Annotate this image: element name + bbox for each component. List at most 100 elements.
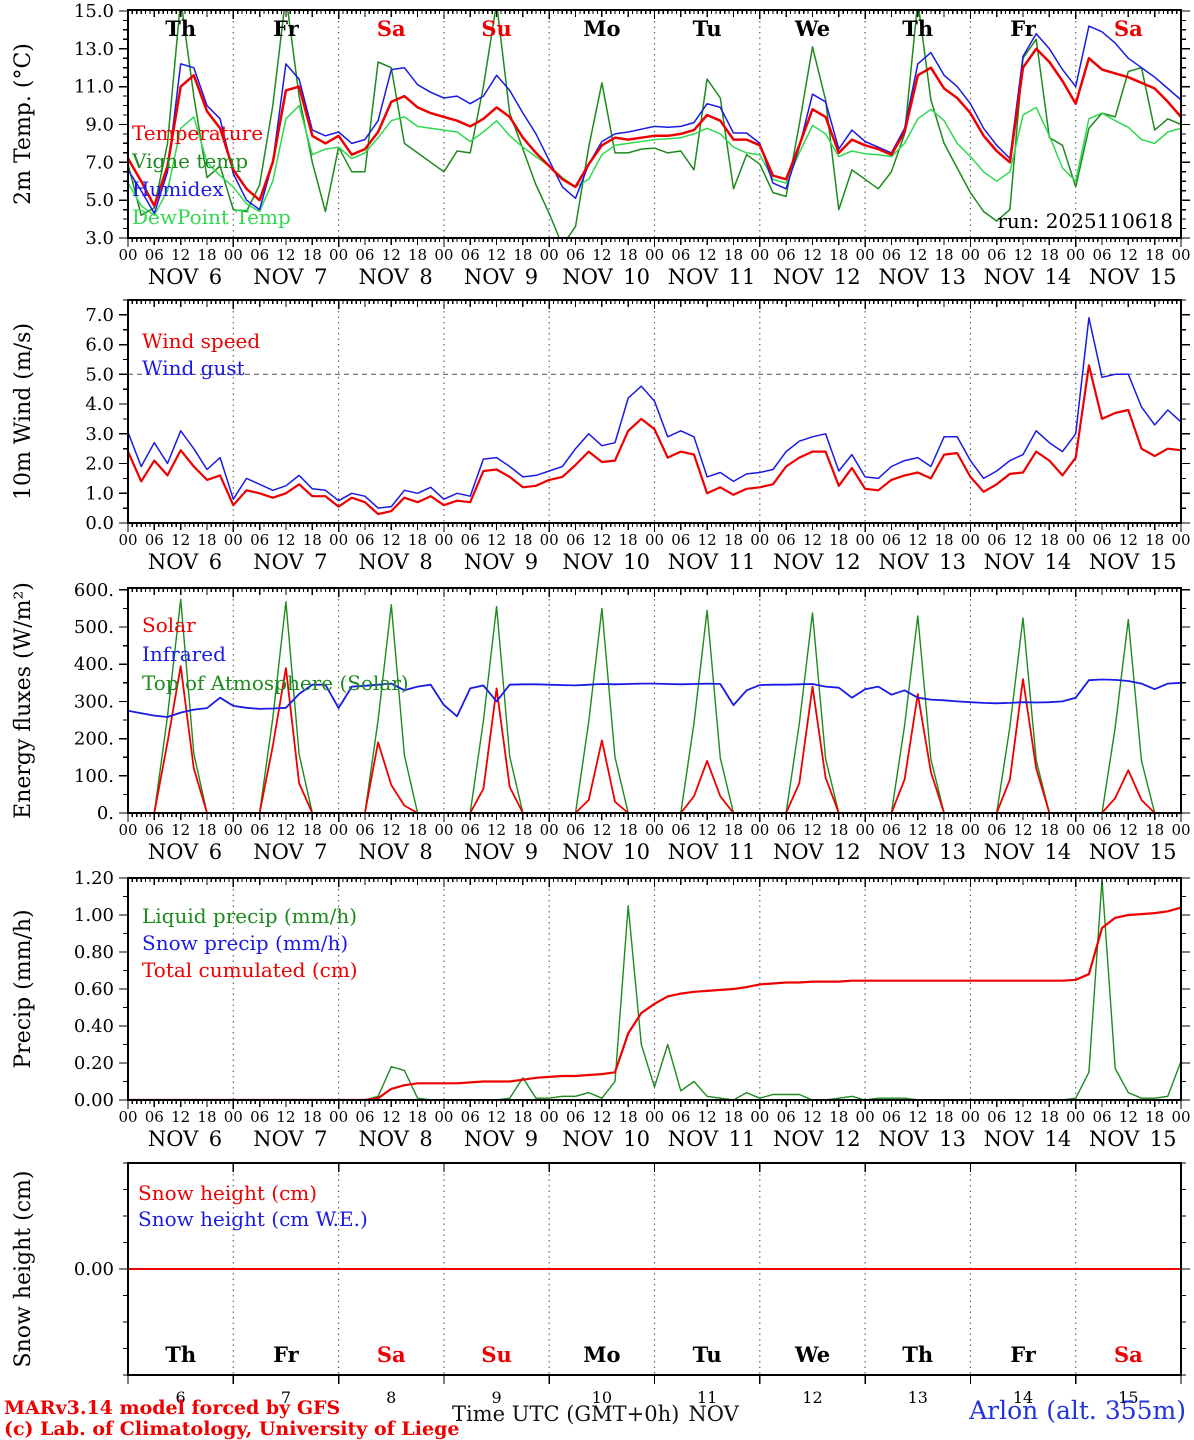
svg-text:00: 00 — [645, 1108, 664, 1126]
svg-text:NOV 13: NOV 13 — [878, 265, 966, 289]
svg-text:7.0: 7.0 — [85, 152, 114, 173]
svg-text:1.00: 1.00 — [74, 905, 114, 926]
svg-text:Mo: Mo — [583, 16, 620, 41]
svg-text:00: 00 — [1171, 246, 1190, 264]
svg-text:6.0: 6.0 — [85, 335, 114, 356]
svg-text:18: 18 — [724, 1108, 743, 1126]
svg-text:18: 18 — [724, 821, 743, 839]
svg-text:12: 12 — [382, 246, 401, 264]
svg-text:4.0: 4.0 — [85, 394, 114, 415]
svg-text:12: 12 — [487, 821, 506, 839]
svg-text:18: 18 — [935, 821, 954, 839]
svg-text:18: 18 — [197, 821, 216, 839]
svg-text:18: 18 — [829, 246, 848, 264]
svg-text:NOV 8: NOV 8 — [359, 265, 433, 289]
svg-text:NOV 8: NOV 8 — [359, 550, 433, 574]
svg-text:06: 06 — [145, 531, 164, 549]
svg-text:NOV 9: NOV 9 — [464, 840, 538, 864]
svg-text:06: 06 — [355, 821, 374, 839]
svg-text:06: 06 — [250, 1108, 269, 1126]
svg-text:NOV 10: NOV 10 — [562, 265, 650, 289]
svg-text:12: 12 — [171, 531, 190, 549]
svg-text:0.20: 0.20 — [74, 1053, 114, 1074]
svg-text:NOV 12: NOV 12 — [773, 840, 861, 864]
svg-text:06: 06 — [777, 246, 796, 264]
svg-text:18: 18 — [724, 531, 743, 549]
svg-text:0.00: 0.00 — [74, 1090, 114, 1111]
svg-text:00: 00 — [645, 821, 664, 839]
svg-text:00: 00 — [540, 246, 559, 264]
svg-text:Precip (mm/h): Precip (mm/h) — [11, 909, 36, 1068]
svg-text:00: 00 — [540, 1108, 559, 1126]
svg-text:Temperature: Temperature — [132, 121, 263, 145]
svg-text:Sa: Sa — [377, 1342, 406, 1367]
svg-text:18: 18 — [1040, 531, 1059, 549]
svg-text:NOV 12: NOV 12 — [773, 1127, 861, 1151]
svg-text:12: 12 — [1119, 821, 1138, 839]
credit-block: MARv3.14 model forced by GFS (c) Lab. of… — [4, 1398, 459, 1440]
svg-text:Fr: Fr — [273, 1342, 300, 1367]
svg-text:12: 12 — [382, 821, 401, 839]
svg-text:18: 18 — [619, 821, 638, 839]
svg-text:NOV 6: NOV 6 — [148, 840, 222, 864]
svg-text:NOV 6: NOV 6 — [148, 550, 222, 574]
svg-text:00: 00 — [434, 531, 453, 549]
svg-text:7: 7 — [281, 1388, 291, 1407]
svg-text:06: 06 — [1092, 1108, 1111, 1126]
svg-text:15.0: 15.0 — [74, 1, 114, 22]
svg-text:18: 18 — [303, 531, 322, 549]
svg-text:00: 00 — [329, 246, 348, 264]
svg-text:06: 06 — [145, 1108, 164, 1126]
svg-text:Snow height (cm): Snow height (cm) — [11, 1171, 36, 1368]
svg-text:18: 18 — [513, 531, 532, 549]
svg-text:3.0: 3.0 — [85, 424, 114, 445]
svg-text:12: 12 — [592, 821, 611, 839]
svg-text:NOV 7: NOV 7 — [253, 1127, 327, 1151]
svg-text:12: 12 — [382, 1108, 401, 1126]
svg-text:NOV 11: NOV 11 — [668, 1127, 756, 1151]
svg-text:00: 00 — [750, 821, 769, 839]
svg-text:Wind speed: Wind speed — [142, 329, 260, 353]
svg-text:1.0: 1.0 — [85, 483, 114, 504]
svg-text:12: 12 — [487, 531, 506, 549]
svg-text:06: 06 — [1092, 821, 1111, 839]
svg-text:12: 12 — [908, 821, 927, 839]
svg-text:18: 18 — [724, 246, 743, 264]
svg-text:12: 12 — [276, 531, 295, 549]
svg-text:12: 12 — [487, 1108, 506, 1126]
svg-text:18: 18 — [1145, 531, 1164, 549]
svg-text:06: 06 — [882, 1108, 901, 1126]
svg-text:Snow height (cm): Snow height (cm) — [138, 1181, 317, 1205]
svg-text:18: 18 — [513, 821, 532, 839]
svg-text:Total cumulated (cm): Total cumulated (cm) — [142, 958, 358, 982]
svg-text:12: 12 — [803, 1108, 822, 1126]
svg-text:06: 06 — [355, 1108, 374, 1126]
svg-text:12: 12 — [698, 821, 717, 839]
svg-text:18: 18 — [935, 1108, 954, 1126]
svg-text:Snow precip (mm/h): Snow precip (mm/h) — [142, 931, 348, 955]
svg-text:06: 06 — [777, 531, 796, 549]
svg-text:Top of Atmosphere (Solar): Top of Atmosphere (Solar) — [142, 671, 409, 695]
svg-text:0.60: 0.60 — [74, 979, 114, 1000]
svg-text:06: 06 — [145, 821, 164, 839]
svg-text:18: 18 — [408, 1108, 427, 1126]
svg-text:06: 06 — [671, 821, 690, 839]
svg-text:NOV 14: NOV 14 — [984, 840, 1072, 864]
svg-text:06: 06 — [355, 531, 374, 549]
svg-text:NOV 6: NOV 6 — [148, 265, 222, 289]
svg-text:Liquid precip (mm/h): Liquid precip (mm/h) — [142, 904, 357, 928]
svg-text:12: 12 — [908, 531, 927, 549]
svg-text:00: 00 — [118, 1108, 137, 1126]
svg-text:18: 18 — [513, 246, 532, 264]
svg-text:00: 00 — [856, 246, 875, 264]
svg-text:5.0: 5.0 — [85, 364, 114, 385]
svg-text:00: 00 — [1066, 821, 1085, 839]
svg-text:18: 18 — [408, 246, 427, 264]
svg-text:Sa: Sa — [1114, 16, 1143, 41]
svg-text:00: 00 — [645, 246, 664, 264]
svg-text:Wind gust: Wind gust — [142, 356, 245, 380]
svg-text:DewPoint Temp: DewPoint Temp — [132, 205, 291, 229]
svg-text:0.0: 0.0 — [85, 513, 114, 534]
svg-text:18: 18 — [303, 246, 322, 264]
svg-text:5.0: 5.0 — [85, 190, 114, 211]
